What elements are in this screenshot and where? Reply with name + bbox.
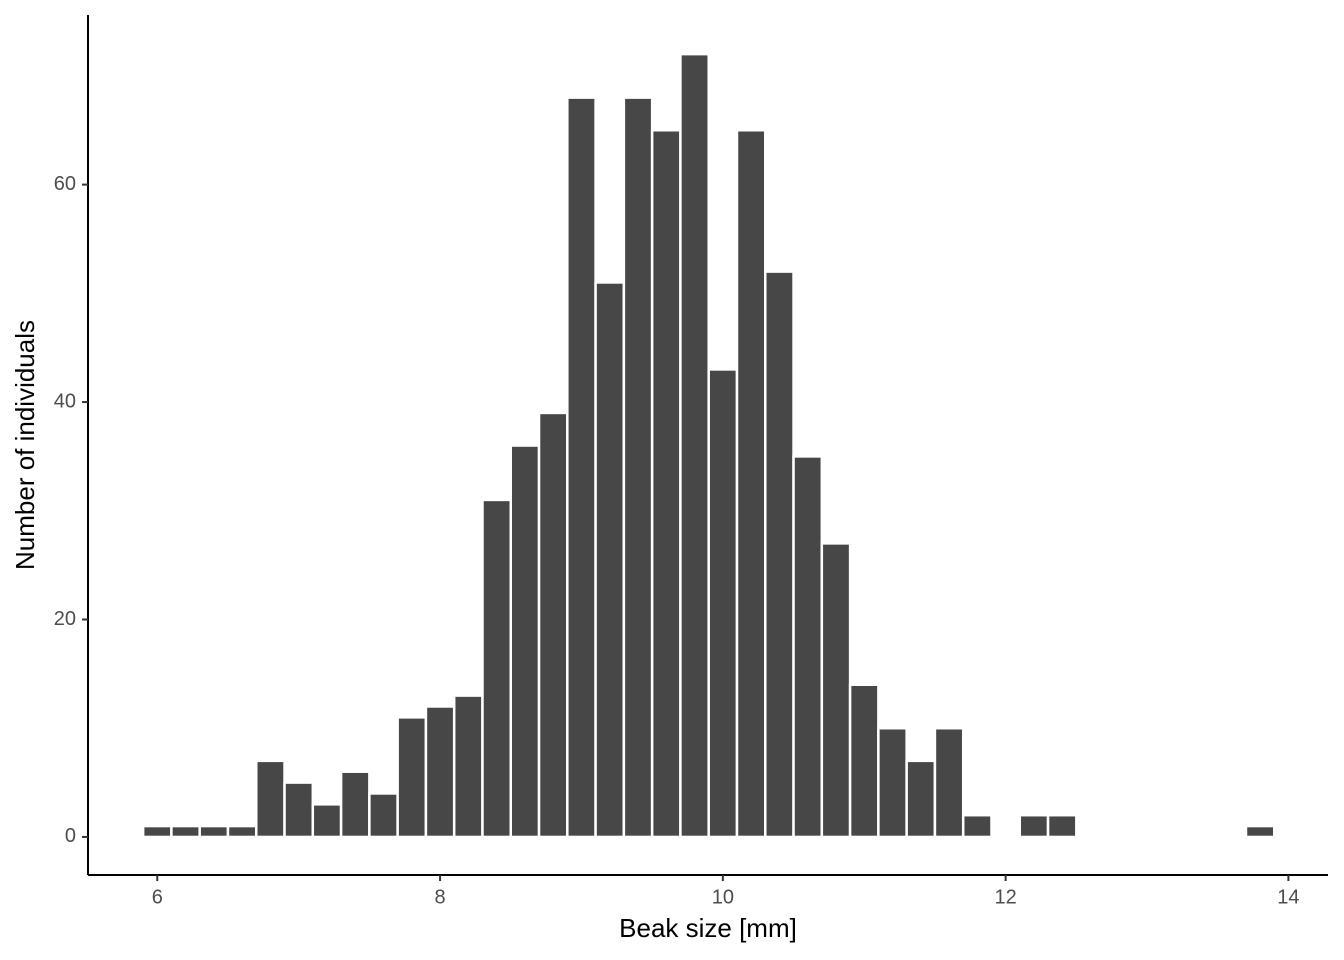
bar — [820, 542, 852, 839]
bar — [566, 96, 597, 839]
bar — [905, 759, 937, 839]
bar — [339, 770, 371, 839]
bar — [396, 716, 428, 839]
bar — [311, 803, 343, 839]
bar — [1018, 813, 1050, 839]
y-tick-label: 60 — [54, 173, 76, 195]
bar — [424, 705, 456, 839]
bar — [452, 694, 484, 839]
bar — [481, 498, 513, 839]
bar — [141, 824, 173, 839]
bar — [283, 781, 315, 839]
bar — [537, 411, 569, 839]
bar — [226, 824, 258, 839]
bar — [679, 52, 710, 839]
y-tick-label: 40 — [54, 390, 76, 412]
bar — [198, 824, 230, 839]
bar — [735, 128, 767, 839]
bar — [707, 368, 739, 839]
bar — [961, 813, 993, 839]
x-axis-title: Beak size [mm] — [619, 913, 797, 943]
x-tick-label: 10 — [712, 886, 734, 908]
bar — [594, 281, 626, 839]
y-axis-title: Number of individuals — [10, 320, 40, 570]
x-tick-label: 8 — [435, 886, 446, 908]
bar — [368, 792, 399, 839]
bar — [848, 683, 880, 839]
bar — [622, 96, 654, 839]
bar — [255, 759, 286, 839]
y-tick-label: 0 — [65, 825, 76, 847]
x-tick-label: 14 — [1277, 886, 1299, 908]
bar — [650, 128, 682, 839]
bar — [170, 824, 201, 839]
bar — [792, 455, 824, 839]
bar — [764, 270, 795, 839]
x-tick-label: 12 — [995, 886, 1017, 908]
bar — [1244, 824, 1276, 839]
x-tick-label: 6 — [152, 886, 163, 908]
bar — [1046, 813, 1078, 839]
y-tick-label: 20 — [54, 608, 76, 630]
bar — [509, 444, 541, 839]
bar — [933, 726, 965, 839]
bar — [877, 726, 908, 839]
